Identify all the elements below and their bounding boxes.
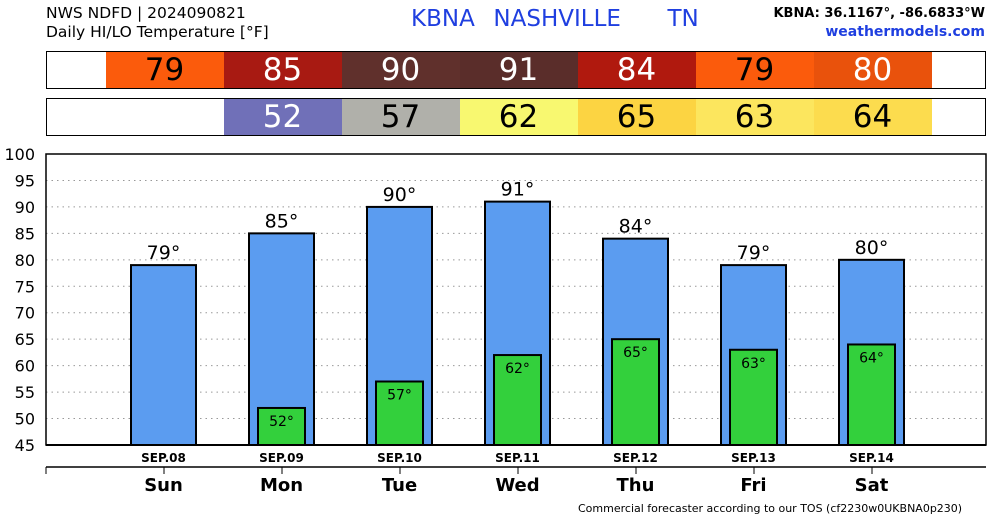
- high-value-label: 79°: [737, 242, 771, 264]
- footer-note: Commercial forecaster according to our T…: [578, 502, 963, 515]
- hi-cell: 85: [223, 52, 342, 88]
- y-tick-label: 100: [4, 145, 35, 164]
- high-value-label: 84°: [619, 216, 653, 238]
- high-value-label: 90°: [383, 184, 417, 206]
- high-bar: [130, 264, 197, 447]
- day-label: Sat: [855, 475, 889, 496]
- site-link[interactable]: weathermodels.com: [825, 24, 985, 40]
- date-label: SEP.14: [849, 451, 894, 465]
- low-value-label: 65°: [623, 345, 648, 361]
- high-value-label: 80°: [855, 237, 889, 259]
- chart-header-left: NWS NDFD | 2024090821 Daily HI/LO Temper…: [46, 4, 269, 42]
- product-line: NWS NDFD | 2024090821: [46, 4, 246, 22]
- day-label: Wed: [495, 475, 539, 496]
- y-tick-label: 50: [15, 410, 35, 429]
- y-tick-label: 75: [15, 277, 35, 296]
- y-tick-label: 65: [15, 330, 35, 349]
- high-value-label: 85°: [265, 210, 299, 232]
- y-tick-label: 60: [15, 357, 35, 376]
- high-value-label: 79°: [147, 242, 181, 264]
- low-bar: [493, 354, 542, 447]
- low-value-label: 52°: [269, 414, 294, 430]
- day-label: Tue: [382, 475, 417, 496]
- day-label: Mon: [260, 475, 303, 496]
- lo-cell: 52: [223, 99, 342, 135]
- y-tick-label: 85: [15, 224, 35, 243]
- low-value-label: 57°: [387, 388, 412, 404]
- y-tick-label: 80: [15, 251, 35, 270]
- y-tick-label: 45: [15, 436, 35, 455]
- station-title: KBNA NASHVILLE TN: [411, 6, 699, 32]
- hi-cell: 91: [459, 52, 578, 88]
- y-tick-label: 95: [15, 171, 35, 190]
- lo-cell: 64: [813, 99, 932, 135]
- low-value-label: 63°: [741, 356, 766, 372]
- y-tick-label: 90: [15, 198, 35, 217]
- lo-cell: 63: [695, 99, 814, 135]
- date-label: SEP.10: [377, 451, 422, 465]
- hi-cell: 79: [105, 52, 224, 88]
- lo-cell: 62: [459, 99, 578, 135]
- date-label: SEP.08: [141, 451, 186, 465]
- day-label: Thu: [617, 475, 655, 496]
- day-label: Fri: [740, 475, 766, 496]
- low-bar: [729, 348, 778, 447]
- lo-cell: 57: [341, 99, 460, 135]
- date-label: SEP.09: [259, 451, 304, 465]
- date-label: SEP.12: [613, 451, 658, 465]
- low-bar: [847, 343, 896, 447]
- low-temperature-strip: 52 57 62 65 63 64: [46, 98, 986, 136]
- day-label: Sun: [144, 475, 183, 496]
- hi-cell: 90: [341, 52, 460, 88]
- low-bar: [375, 380, 424, 447]
- low-bar: [611, 338, 660, 447]
- high-temperature-strip: 79 85 90 91 84 79 80: [46, 51, 986, 89]
- product-subtitle: Daily HI/LO Temperature [°F]: [46, 23, 269, 41]
- hi-cell: 84: [577, 52, 696, 88]
- low-value-label: 62°: [505, 361, 530, 377]
- temperature-chart: 45 50 55 60 65 70 75 80 85 90 95 100 79° SEP.08 Sun 85°…: [4, 145, 987, 496]
- lo-cell: [105, 99, 224, 135]
- y-tick-label: 70: [15, 304, 35, 323]
- low-value-label: 64°: [859, 350, 884, 366]
- y-tick-label: 55: [15, 383, 35, 402]
- station-coordinates: KBNA: 36.1167°, -86.6833°W: [773, 6, 985, 21]
- date-label: SEP.13: [731, 451, 776, 465]
- high-value-label: 91°: [501, 179, 535, 201]
- date-label: SEP.11: [495, 451, 540, 465]
- chart-header-right: KBNA: 36.1167°, -86.6833°W weathermodels…: [773, 4, 985, 42]
- hi-cell: 80: [813, 52, 932, 88]
- hi-cell: 79: [695, 52, 814, 88]
- lo-cell: 65: [577, 99, 696, 135]
